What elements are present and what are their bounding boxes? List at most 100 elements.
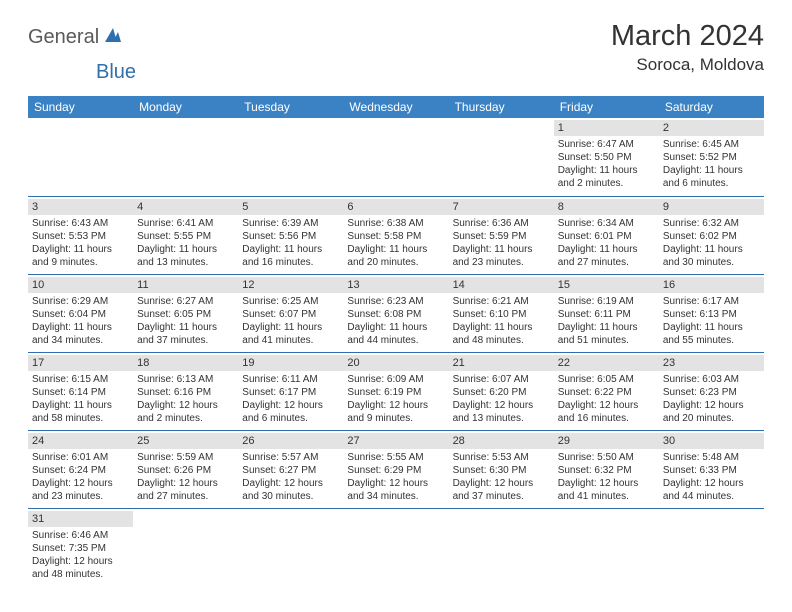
day-number: 20 <box>343 355 448 371</box>
calendar-day-cell <box>554 508 659 586</box>
day-sunset: Sunset: 6:10 PM <box>453 308 550 321</box>
day-daylight: Daylight: 12 hours and 23 minutes. <box>32 477 129 503</box>
day-number: 17 <box>28 355 133 371</box>
calendar-day-cell: 22Sunrise: 6:05 AMSunset: 6:22 PMDayligh… <box>554 352 659 430</box>
day-daylight: Daylight: 12 hours and 30 minutes. <box>242 477 339 503</box>
day-sunrise: Sunrise: 5:59 AM <box>137 451 234 464</box>
calendar-day-cell: 8Sunrise: 6:34 AMSunset: 6:01 PMDaylight… <box>554 196 659 274</box>
day-sunrise: Sunrise: 6:11 AM <box>242 373 339 386</box>
day-sunrise: Sunrise: 6:05 AM <box>558 373 655 386</box>
day-sunset: Sunset: 6:02 PM <box>663 230 760 243</box>
day-sunset: Sunset: 5:55 PM <box>137 230 234 243</box>
calendar-day-cell: 18 Sunrise: 6:13 AMSunset: 6:16 PMDayligh… <box>133 352 238 430</box>
day-number: 27 <box>343 433 448 449</box>
day-sunrise: Sunrise: 5:55 AM <box>347 451 444 464</box>
day-number: 13 <box>343 277 448 293</box>
calendar-day-cell <box>449 118 554 196</box>
weekday-header: Sunday <box>28 96 133 118</box>
weekday-header: Monday <box>133 96 238 118</box>
day-sunset: Sunset: 6:16 PM <box>137 386 234 399</box>
day-number: 8 <box>554 199 659 215</box>
calendar-day-cell: 29Sunrise: 5:50 AMSunset: 6:32 PMDayligh… <box>554 430 659 508</box>
day-number: 18 <box>133 355 238 371</box>
calendar-day-cell <box>343 118 448 196</box>
calendar-day-cell <box>238 508 343 586</box>
calendar-week-row: 31Sunrise: 6:46 AMSunset: 7:35 PMDayligh… <box>28 508 764 586</box>
day-sunrise: Sunrise: 6:09 AM <box>347 373 444 386</box>
day-number: 23 <box>659 355 764 371</box>
day-sunrise: Sunrise: 6:47 AM <box>558 138 655 151</box>
day-sunrise: Sunrise: 6:45 AM <box>663 138 760 151</box>
day-sunset: Sunset: 6:32 PM <box>558 464 655 477</box>
calendar-day-cell: 15Sunrise: 6:19 AMSunset: 6:11 PMDayligh… <box>554 274 659 352</box>
weekday-header-row: Sunday Monday Tuesday Wednesday Thursday… <box>28 96 764 118</box>
day-number: 12 <box>238 277 343 293</box>
day-daylight: Daylight: 11 hours and 27 minutes. <box>558 243 655 269</box>
calendar-day-cell: 25Sunrise: 5:59 AMSunset: 6:26 PMDayligh… <box>133 430 238 508</box>
calendar-week-row: 1Sunrise: 6:47 AMSunset: 5:50 PMDaylight… <box>28 118 764 196</box>
day-sunrise: Sunrise: 6:03 AM <box>663 373 760 386</box>
calendar-table: Sunday Monday Tuesday Wednesday Thursday… <box>28 96 764 586</box>
day-daylight: Daylight: 12 hours and 37 minutes. <box>453 477 550 503</box>
calendar-day-cell: 4Sunrise: 6:41 AMSunset: 5:55 PMDaylight… <box>133 196 238 274</box>
day-sunrise: Sunrise: 6:07 AM <box>453 373 550 386</box>
day-daylight: Daylight: 11 hours and 9 minutes. <box>32 243 129 269</box>
calendar-day-cell: 21Sunrise: 6:07 AMSunset: 6:20 PMDayligh… <box>449 352 554 430</box>
day-sunset: Sunset: 5:50 PM <box>558 151 655 164</box>
logo-text-general: General <box>28 26 99 49</box>
day-daylight: Daylight: 12 hours and 2 minutes. <box>137 399 234 425</box>
day-number: 31 <box>28 511 133 527</box>
calendar-day-cell: 1Sunrise: 6:47 AMSunset: 5:50 PMDaylight… <box>554 118 659 196</box>
day-number: 10 <box>28 277 133 293</box>
day-daylight: Daylight: 11 hours and 34 minutes. <box>32 321 129 347</box>
day-number: 28 <box>449 433 554 449</box>
day-number: 9 <box>659 199 764 215</box>
day-number: 2 <box>659 120 764 136</box>
day-sunset: Sunset: 6:20 PM <box>453 386 550 399</box>
day-daylight: Daylight: 11 hours and 44 minutes. <box>347 321 444 347</box>
day-number: 29 <box>554 433 659 449</box>
day-sunset: Sunset: 6:14 PM <box>32 386 129 399</box>
day-number: 21 <box>449 355 554 371</box>
calendar-day-cell <box>659 508 764 586</box>
day-number: 30 <box>659 433 764 449</box>
day-number: 24 <box>28 433 133 449</box>
day-sunset: Sunset: 5:53 PM <box>32 230 129 243</box>
day-daylight: Daylight: 11 hours and 16 minutes. <box>242 243 339 269</box>
calendar-day-cell <box>133 508 238 586</box>
day-sunrise: Sunrise: 6:25 AM <box>242 295 339 308</box>
calendar-day-cell <box>449 508 554 586</box>
day-sunset: Sunset: 6:26 PM <box>137 464 234 477</box>
calendar-day-cell: 16Sunrise: 6:17 AMSunset: 6:13 PMDayligh… <box>659 274 764 352</box>
calendar-day-cell <box>133 118 238 196</box>
calendar-day-cell <box>343 508 448 586</box>
calendar-day-cell: 27Sunrise: 5:55 AMSunset: 6:29 PMDayligh… <box>343 430 448 508</box>
weekday-header: Wednesday <box>343 96 448 118</box>
calendar-day-cell: 7Sunrise: 6:36 AMSunset: 5:59 PMDaylight… <box>449 196 554 274</box>
day-daylight: Daylight: 11 hours and 51 minutes. <box>558 321 655 347</box>
day-daylight: Daylight: 11 hours and 2 minutes. <box>558 164 655 190</box>
day-number: 14 <box>449 277 554 293</box>
calendar-day-cell: 30Sunrise: 5:48 AMSunset: 6:33 PMDayligh… <box>659 430 764 508</box>
day-daylight: Daylight: 12 hours and 48 minutes. <box>32 555 129 581</box>
day-number: 22 <box>554 355 659 371</box>
day-sunset: Sunset: 6:30 PM <box>453 464 550 477</box>
day-daylight: Daylight: 11 hours and 13 minutes. <box>137 243 234 269</box>
calendar-day-cell: 17Sunrise: 6:15 AMSunset: 6:14 PMDayligh… <box>28 352 133 430</box>
day-sunrise: Sunrise: 6:01 AM <box>32 451 129 464</box>
day-daylight: Daylight: 11 hours and 48 minutes. <box>453 321 550 347</box>
day-sunrise: Sunrise: 5:48 AM <box>663 451 760 464</box>
day-sunrise: Sunrise: 6:23 AM <box>347 295 444 308</box>
day-sunrise: Sunrise: 6:32 AM <box>663 217 760 230</box>
weekday-header: Tuesday <box>238 96 343 118</box>
day-sunset: Sunset: 6:17 PM <box>242 386 339 399</box>
calendar-day-cell: 31Sunrise: 6:46 AMSunset: 7:35 PMDayligh… <box>28 508 133 586</box>
day-sunrise: Sunrise: 6:13 AM <box>137 373 234 386</box>
day-daylight: Daylight: 12 hours and 27 minutes. <box>137 477 234 503</box>
day-number: 16 <box>659 277 764 293</box>
calendar-day-cell: 28Sunrise: 5:53 AMSunset: 6:30 PMDayligh… <box>449 430 554 508</box>
day-sunrise: Sunrise: 6:15 AM <box>32 373 129 386</box>
calendar-day-cell: 19Sunrise: 6:11 AMSunset: 6:17 PMDayligh… <box>238 352 343 430</box>
day-daylight: Daylight: 12 hours and 34 minutes. <box>347 477 444 503</box>
day-sunset: Sunset: 7:35 PM <box>32 542 129 555</box>
